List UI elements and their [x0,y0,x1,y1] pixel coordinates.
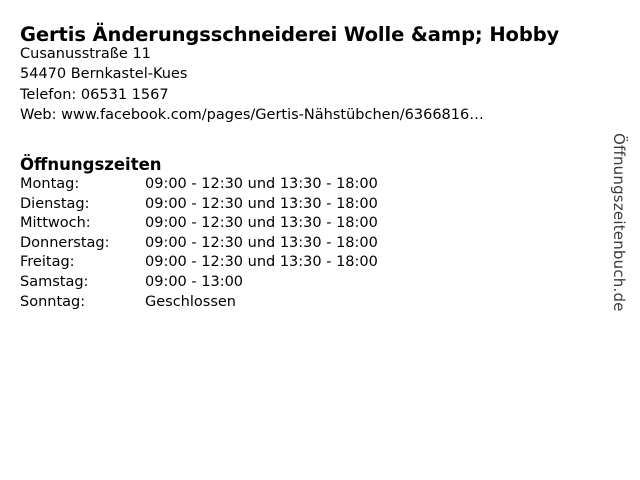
table-row: Dienstag: 09:00 - 12:30 und 13:30 - 18:0… [20,195,378,215]
table-row: Mittwoch: 09:00 - 12:30 und 13:30 - 18:0… [20,214,378,234]
opening-hours-body: Montag: 09:00 - 12:30 und 13:30 - 18:00 … [20,175,378,312]
day-label: Samstag: [20,273,89,290]
contact-block: Cusanusstraße 11 54470 Bernkastel-Kues T… [20,44,484,125]
city-address: 54470 Bernkastel-Kues [20,66,188,83]
day-label: Montag: [20,176,80,192]
opening-hours-table: Montag: 09:00 - 12:30 und 13:30 - 18:00 … [20,175,378,312]
day-hours: 09:00 - 12:30 und 13:30 - 18:00 [145,234,378,251]
table-row: Samstag: 09:00 - 13:00 [20,273,378,293]
day-label: Dienstag: [20,195,90,212]
table-row: Freitag: 09:00 - 12:30 und 13:30 - 18:00 [20,253,378,273]
day-hours: 09:00 - 12:30 und 13:30 - 18:00 [145,215,378,232]
day-hours: 09:00 - 12:30 und 13:30 - 18:00 [145,195,378,212]
day-hours: 09:00 - 12:30 und 13:30 - 18:00 [145,176,378,192]
day-label: Freitag: [20,254,75,271]
street-address: Cusanusstraße 11 [20,46,151,62]
opening-hours-heading: Öffnungszeiten [20,154,162,174]
page-title: Gertis Änderungsschneiderei Wolle &amp; … [20,23,560,47]
day-hours: Geschlossen [145,293,236,310]
table-row: Donnerstag: 09:00 - 12:30 und 13:30 - 18… [20,234,378,254]
phone-number: Telefon: 06531 1567 [20,86,169,103]
table-row: Sonntag: Geschlossen [20,293,378,313]
day-hours: 09:00 - 12:30 und 13:30 - 18:00 [145,254,378,271]
day-label: Donnerstag: [20,234,110,251]
site-watermark: Öffnungszeitenbuch.de [610,133,628,312]
day-label: Sonntag: [20,293,86,310]
day-hours: 09:00 - 13:00 [145,273,244,290]
day-label: Mittwoch: [20,215,91,232]
website-url: Web: www.facebook.com/pages/Gertis-Nähst… [20,106,484,123]
table-row: Montag: 09:00 - 12:30 und 13:30 - 18:00 [20,175,378,195]
